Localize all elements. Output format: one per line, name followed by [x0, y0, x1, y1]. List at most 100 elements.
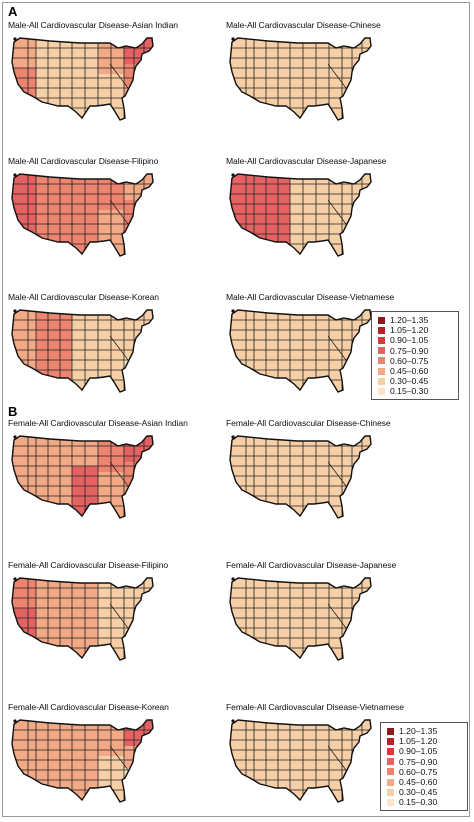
- region-sw: [12, 750, 36, 800]
- region-nw: [12, 310, 36, 340]
- region-mtn-n: [36, 174, 72, 204]
- region-ma: [342, 746, 371, 768]
- legend-label: 0.60–0.75: [399, 766, 438, 777]
- legend-swatch: [387, 737, 394, 745]
- region-mtn-n: [36, 310, 72, 340]
- region-se: [124, 358, 153, 392]
- region-se: [124, 222, 153, 256]
- legend-label: 0.15–0.30: [399, 797, 438, 808]
- region-ma: [342, 64, 371, 86]
- us-outline: [229, 173, 372, 257]
- legend-label: 0.75–0.90: [399, 756, 438, 767]
- region-se: [342, 222, 371, 256]
- region-ma: [124, 336, 153, 358]
- region-mtn-s: [254, 466, 290, 516]
- region-ma: [124, 64, 153, 86]
- map-title: Female-All Cardiovascular Disease-Korean: [8, 702, 169, 712]
- us-map: [229, 309, 372, 393]
- legend-label: 0.90–1.05: [390, 335, 429, 346]
- us-outline: [229, 577, 372, 661]
- region-mtn-s: [36, 204, 72, 254]
- legend-item: 0.30–0.45: [378, 376, 454, 386]
- region-sw: [230, 750, 254, 800]
- legend-label: 0.30–0.45: [399, 787, 438, 798]
- legend-swatch: [387, 747, 394, 755]
- region-ma: [342, 462, 371, 484]
- legend-item: 0.45–0.60: [387, 777, 463, 787]
- us-map: [229, 577, 372, 661]
- alaska-marker: [13, 37, 17, 41]
- legend-item: 0.60–0.75: [387, 767, 463, 777]
- map-title: Female-All Cardiovascular Disease-Filipi…: [8, 560, 169, 570]
- legend-item: 0.90–1.05: [378, 335, 454, 345]
- map-a-6: Male-All Cardiovascular Disease-Vietname…: [226, 292, 426, 412]
- legend-panel-a: 1.20–1.35 1.05–1.20 0.90–1.05 0.75–0.90 …: [371, 311, 459, 400]
- legend-label: 1.20–1.35: [399, 726, 438, 737]
- region-se: [342, 768, 371, 802]
- region-mtn-n: [254, 174, 290, 204]
- legend-swatch: [387, 758, 394, 766]
- us-map: [229, 37, 372, 121]
- map-title: Male-All Cardiovascular Disease-Chinese: [226, 20, 381, 30]
- map-title: Male-All Cardiovascular Disease-Filipino: [8, 156, 159, 166]
- alaska-marker: [231, 309, 235, 313]
- legend-label: 0.15–0.30: [390, 386, 429, 397]
- alaska-marker: [231, 719, 235, 723]
- legend-panel-b: 1.20–1.35 1.05–1.20 0.90–1.05 0.75–0.90 …: [380, 722, 468, 811]
- region-mtn-s: [36, 466, 72, 516]
- us-outline: [11, 37, 154, 121]
- legend-label: 0.45–0.60: [390, 366, 429, 377]
- alaska-marker: [13, 719, 17, 723]
- region-ma: [124, 462, 153, 484]
- us-outline: [229, 435, 372, 519]
- region-sw: [230, 340, 254, 390]
- map-title: Female-All Cardiovascular Disease-Asian …: [8, 418, 188, 428]
- region-nw: [230, 720, 254, 750]
- region-sw: [12, 340, 36, 390]
- region-ma: [342, 604, 371, 626]
- region-nw: [12, 578, 36, 608]
- figure-frame: [2, 2, 470, 817]
- region-se: [342, 626, 371, 660]
- panel-label-b: B: [8, 404, 18, 419]
- region-se: [124, 626, 153, 660]
- alaska-marker: [13, 173, 17, 177]
- map-title: Female-All Cardiovascular Disease-Chines…: [226, 418, 391, 428]
- region-se: [342, 86, 371, 120]
- alaska-marker: [231, 577, 235, 581]
- region-mtn-s: [254, 204, 290, 254]
- us-outline: [11, 577, 154, 661]
- legend-item: 0.60–0.75: [378, 356, 454, 366]
- us-map: [229, 435, 372, 519]
- region-mtn-n: [254, 310, 290, 340]
- legend-item: 0.75–0.90: [387, 757, 463, 767]
- us-map: [11, 435, 154, 519]
- legend-label: 1.05–1.20: [390, 325, 429, 336]
- region-sw: [230, 608, 254, 658]
- alaska-marker: [13, 309, 17, 313]
- legend-swatch: [387, 798, 394, 806]
- legend-item: 0.90–1.05: [387, 746, 463, 756]
- legend-item: 0.15–0.30: [378, 386, 454, 396]
- region-mtn-s: [254, 68, 290, 118]
- us-map: [11, 37, 154, 121]
- map-title: Female-All Cardiovascular Disease-Japane…: [226, 560, 397, 570]
- legend-item: 0.30–0.45: [387, 787, 463, 797]
- us-outline: [11, 719, 154, 803]
- alaska-marker: [13, 435, 17, 439]
- region-se: [124, 484, 153, 518]
- legend-swatch: [378, 357, 385, 365]
- us-outline: [229, 719, 372, 803]
- region-ma: [124, 200, 153, 222]
- alaska-marker: [231, 37, 235, 41]
- map-a-1: Male-All Cardiovascular Disease-Asian In…: [8, 20, 208, 140]
- map-b-2: Female-All Cardiovascular Disease-Chines…: [226, 418, 426, 538]
- map-title: Male-All Cardiovascular Disease-Asian In…: [8, 20, 178, 30]
- region-mtn-s: [254, 750, 290, 800]
- map-b-4: Female-All Cardiovascular Disease-Japane…: [226, 560, 426, 680]
- us-map: [229, 173, 372, 257]
- map-b-3: Female-All Cardiovascular Disease-Filipi…: [8, 560, 208, 680]
- legend-label: 1.05–1.20: [399, 736, 438, 747]
- map-a-3: Male-All Cardiovascular Disease-Filipino: [8, 156, 208, 276]
- us-map: [11, 309, 154, 393]
